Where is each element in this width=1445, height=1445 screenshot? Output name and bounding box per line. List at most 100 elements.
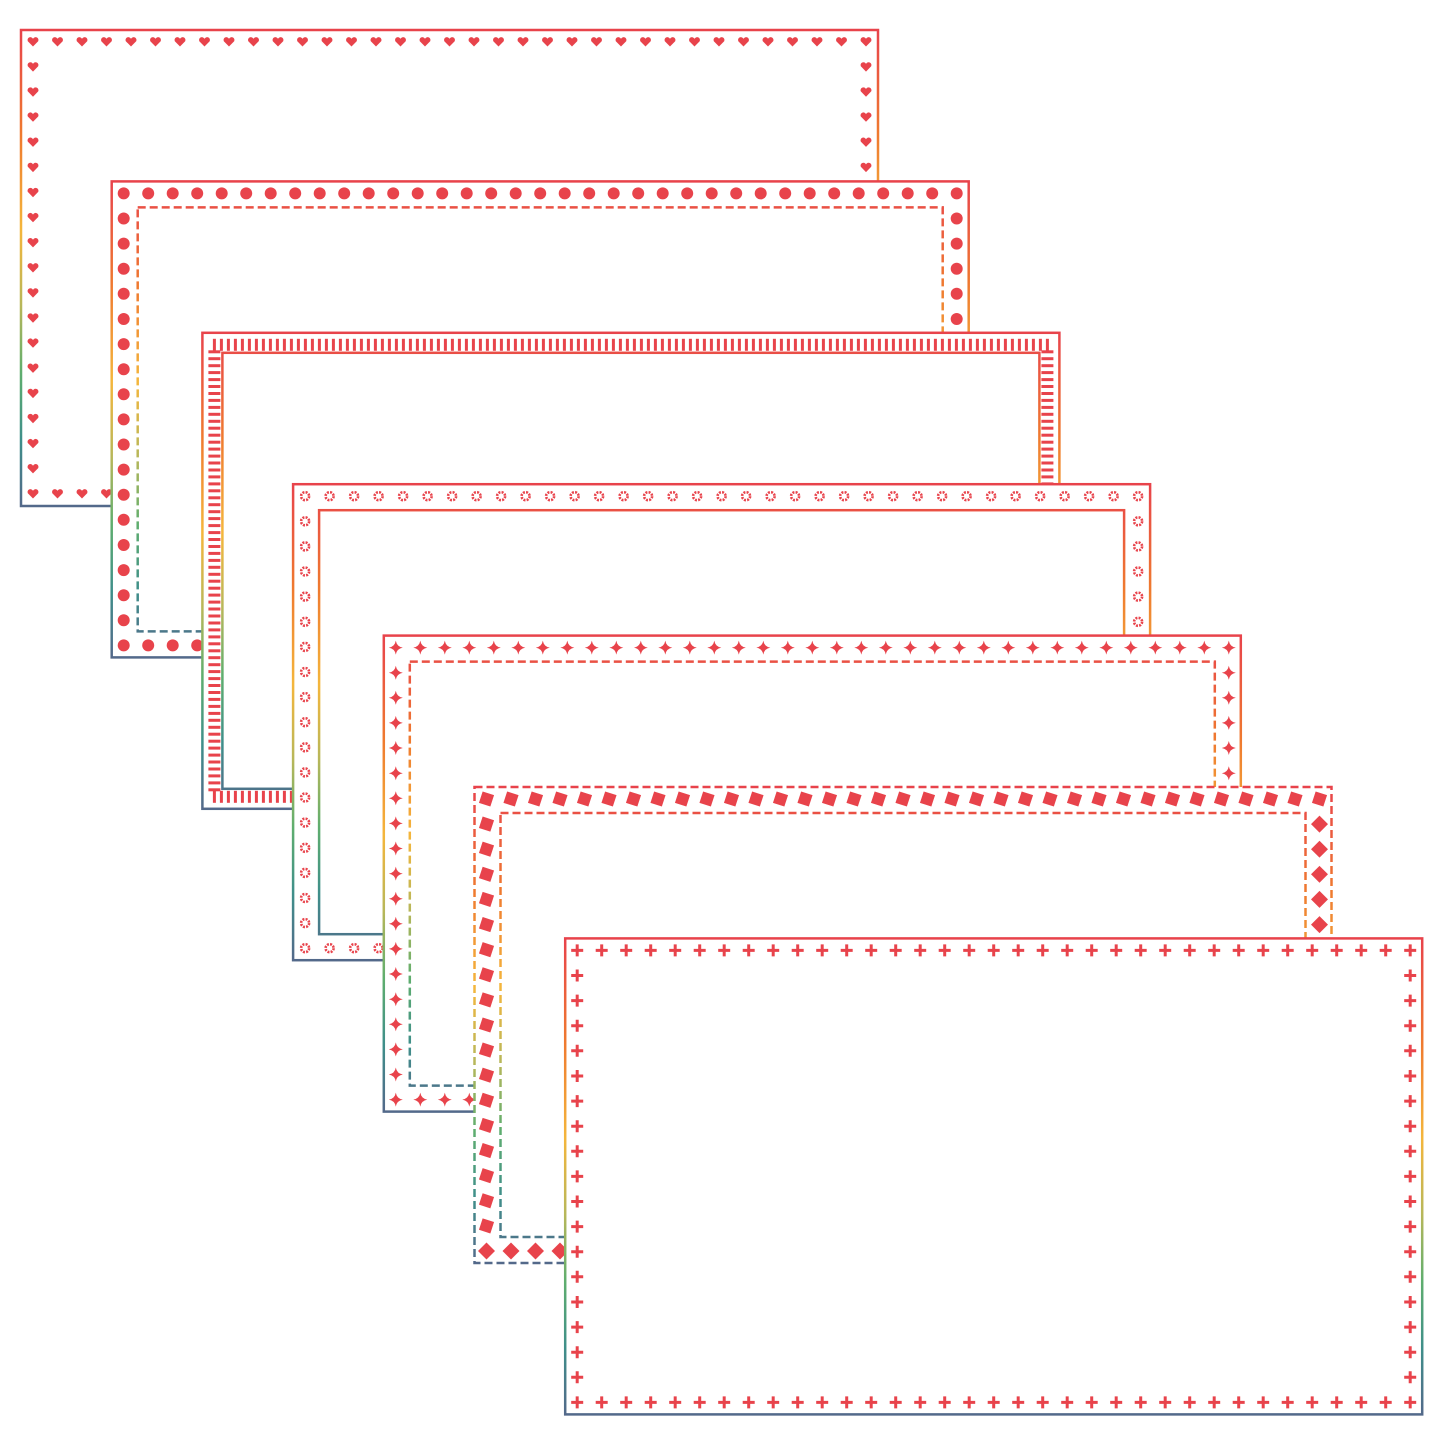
bar [751, 338, 755, 351]
ornament [852, 187, 865, 200]
gear [1010, 490, 1021, 502]
ornament [1034, 490, 1046, 502]
ornament [695, 338, 699, 351]
ornament [1108, 490, 1119, 502]
ornament [208, 517, 221, 521]
bar [1041, 378, 1054, 382]
ornament [787, 37, 798, 47]
gear [299, 541, 311, 552]
ornament [786, 338, 790, 351]
plus [1085, 1396, 1098, 1409]
star [388, 866, 403, 881]
ornament [976, 640, 991, 655]
ornament [388, 992, 403, 1007]
ornament [646, 338, 650, 351]
ornament [511, 640, 526, 655]
ornament [27, 413, 39, 424]
plus [571, 1220, 584, 1233]
diamond [478, 841, 495, 857]
bar [208, 364, 221, 368]
ornament [1379, 944, 1392, 957]
ornament [208, 531, 221, 535]
plus [571, 969, 584, 982]
bar [905, 338, 909, 351]
star [1221, 640, 1236, 655]
heart [27, 288, 39, 298]
diamond [1066, 791, 1083, 807]
ornament [1041, 419, 1054, 423]
ornament [914, 1396, 927, 1409]
ornament [860, 87, 872, 97]
ornament [388, 1042, 403, 1057]
ornament [1059, 490, 1070, 502]
ornament [362, 187, 375, 200]
ornament [1262, 791, 1279, 807]
bar [1010, 338, 1014, 351]
ornament [772, 338, 776, 351]
ornament [1197, 640, 1212, 655]
ornament [299, 541, 311, 552]
bar [674, 338, 678, 351]
gear [1034, 490, 1046, 502]
bar [842, 338, 846, 351]
dot [117, 488, 130, 501]
ornament [1404, 1321, 1417, 1334]
dot [730, 187, 743, 200]
plus [1404, 994, 1417, 1007]
ornament [101, 37, 112, 47]
ornament [208, 607, 221, 611]
bar [744, 338, 748, 351]
ornament [877, 338, 881, 351]
plus [1404, 1321, 1417, 1334]
ornament [1140, 791, 1156, 807]
dot [509, 187, 522, 200]
diamond [650, 791, 666, 807]
ornament [346, 37, 357, 47]
plus [1306, 1396, 1319, 1409]
plus [571, 1145, 584, 1158]
dot [828, 187, 841, 200]
ornament [877, 187, 890, 200]
diamond [478, 1017, 495, 1033]
diamond [478, 1143, 495, 1159]
ornament [1001, 640, 1016, 655]
ornament [604, 338, 608, 351]
ornament [633, 640, 648, 655]
plus [1232, 1396, 1245, 1409]
ornament [571, 1095, 584, 1108]
bar [208, 378, 221, 382]
gear [740, 490, 752, 502]
ornament [208, 475, 221, 479]
bar [688, 338, 692, 351]
ornament [150, 37, 161, 47]
dot [117, 212, 130, 225]
star [388, 1067, 403, 1082]
bar [208, 656, 221, 660]
dot [558, 187, 571, 200]
diamond [1091, 791, 1107, 807]
ornament [1404, 1296, 1417, 1308]
ornament [208, 482, 221, 486]
bar [989, 338, 993, 351]
ornament [208, 621, 221, 625]
ornament [1306, 944, 1319, 957]
heart [27, 62, 39, 72]
ornament [566, 37, 578, 47]
ornament [975, 338, 979, 351]
bar [730, 338, 734, 351]
gear [765, 490, 776, 502]
dot [362, 187, 375, 200]
bar [548, 338, 552, 351]
bar [219, 790, 223, 803]
bar [366, 338, 370, 351]
star [1123, 640, 1138, 655]
ornament [462, 1092, 477, 1107]
ornament [457, 338, 461, 351]
ornament [478, 1168, 495, 1184]
bar [208, 565, 221, 569]
ornament [1404, 1245, 1417, 1258]
ornament [299, 917, 311, 929]
ornament [208, 551, 221, 555]
gear [299, 741, 311, 753]
